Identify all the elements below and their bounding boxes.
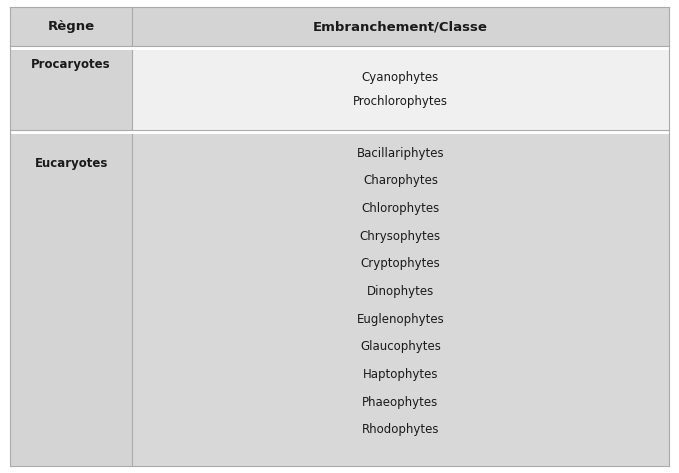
Text: Phaeophytes: Phaeophytes (363, 396, 439, 409)
Text: Glaucophytes: Glaucophytes (360, 341, 441, 353)
Text: Eucaryotes: Eucaryotes (35, 157, 108, 170)
Text: Dinophytes: Dinophytes (367, 285, 434, 298)
Bar (132, 50, 669, 130)
Text: Haptophytes: Haptophytes (363, 368, 438, 381)
Text: Chlorophytes: Chlorophytes (361, 202, 439, 215)
Text: Chrysophytes: Chrysophytes (360, 230, 441, 243)
Text: Cyanophytes: Cyanophytes (362, 71, 439, 84)
Bar (132, 134, 669, 466)
Bar (10, 46, 669, 50)
Bar (10, 130, 669, 134)
Text: Embranchement/Classe: Embranchement/Classe (313, 20, 488, 33)
Bar (10, 7, 669, 46)
Text: Prochlorophytes: Prochlorophytes (353, 96, 448, 108)
Text: Procaryotes: Procaryotes (31, 58, 111, 71)
Text: Règne: Règne (48, 20, 94, 33)
Text: Euglenophytes: Euglenophytes (356, 313, 444, 326)
Text: Charophytes: Charophytes (363, 174, 438, 187)
Text: Rhodophytes: Rhodophytes (362, 423, 439, 437)
Text: Cryptophytes: Cryptophytes (361, 257, 440, 271)
Bar (10, 134, 132, 466)
Bar (10, 50, 132, 130)
Text: Bacillariphytes: Bacillariphytes (356, 147, 444, 159)
